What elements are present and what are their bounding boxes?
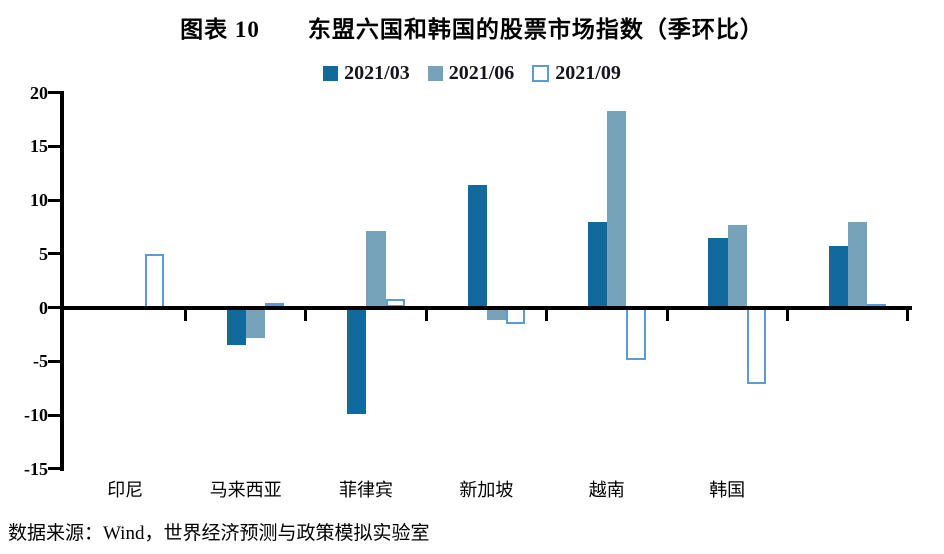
bar-2021/03-cat4 [588,221,608,308]
y-tick--5 [48,359,60,363]
x-category-label-2: 菲律宾 [339,480,393,500]
y-tick--10 [48,413,60,417]
bar-2021/03-cat1 [226,307,246,346]
y-tick--15 [48,467,60,471]
bar-2021/06-cat5 [727,224,747,308]
legend-swatch-2021-09-icon [532,64,550,82]
bar-2021/09-cat0 [144,253,164,308]
bar-2021/03-cat5 [708,237,728,308]
y-tick-label-15: 15 [30,136,48,157]
bar-2021/03-cat6 [828,246,848,308]
x-tick-5 [665,309,669,321]
x-axis-line [60,305,912,310]
legend-item-2021-06: 2021/06 [427,62,515,84]
x-category-label-1: 马来西亚 [209,480,282,500]
bar-2021/06-cat6 [848,221,868,308]
y-tick-label-0: 0 [39,297,48,318]
legend-item-2021-09: 2021/09 [532,63,621,83]
bar-2021/09-cat4 [626,307,646,361]
bar-2021/06-cat2 [366,231,386,308]
x-category-label-3: 新加坡 [459,480,514,500]
bar-2021/03-cat2 [347,307,367,414]
y-tick-10 [48,198,60,202]
y-tick-5 [48,252,60,256]
legend-label-2021-09: 2021/09 [555,62,621,84]
chart-legend: 2021/03 2021/06 2021/09 [0,63,944,83]
bar-2021/06-cat4 [607,110,627,308]
y-tick-label-10: 10 [30,190,48,210]
x-tick-7 [906,309,910,321]
y-tick-15 [48,144,60,148]
x-category-label-0: 印尼 [107,480,144,500]
x-category-label-4: 越南 [588,480,625,500]
x-category-label-5: 韩国 [709,480,746,500]
y-tick-label--10: -10 [24,405,48,425]
bar-2021/06-cat1 [246,307,266,338]
legend-item-2021-03: 2021/03 [323,63,410,83]
y-tick-label-20: 20 [30,82,48,103]
y-tick-label--5: -5 [33,351,48,372]
y-tick-0 [48,306,60,309]
bar-2021/09-cat3 [506,307,526,324]
data-source-note: 数据来源：Wind，世界经济预测与政策模拟实验室 [8,523,430,544]
chart-title: 图表 10 东盟六国和韩国的股票市场指数（季环比） [180,17,764,42]
legend-label-2021-03: 2021/03 [344,62,410,84]
y-axis-line [60,91,64,471]
legend-swatch-2021-06-icon [427,65,443,81]
y-tick-label--15: -15 [24,458,48,479]
x-tick-4 [545,309,549,321]
bar-2021/06-cat3 [486,307,506,321]
legend-label-2021-06: 2021/06 [448,62,515,84]
legend-swatch-2021-03-icon [323,65,339,81]
x-tick-1 [183,309,187,321]
x-tick-2 [304,309,308,321]
y-tick-label-5: 5 [39,243,48,264]
bar-2021/03-cat3 [467,184,487,308]
x-tick-6 [785,309,789,321]
bar-2021/09-cat5 [746,307,766,384]
x-tick-3 [424,309,428,321]
y-tick-20 [48,91,60,94]
